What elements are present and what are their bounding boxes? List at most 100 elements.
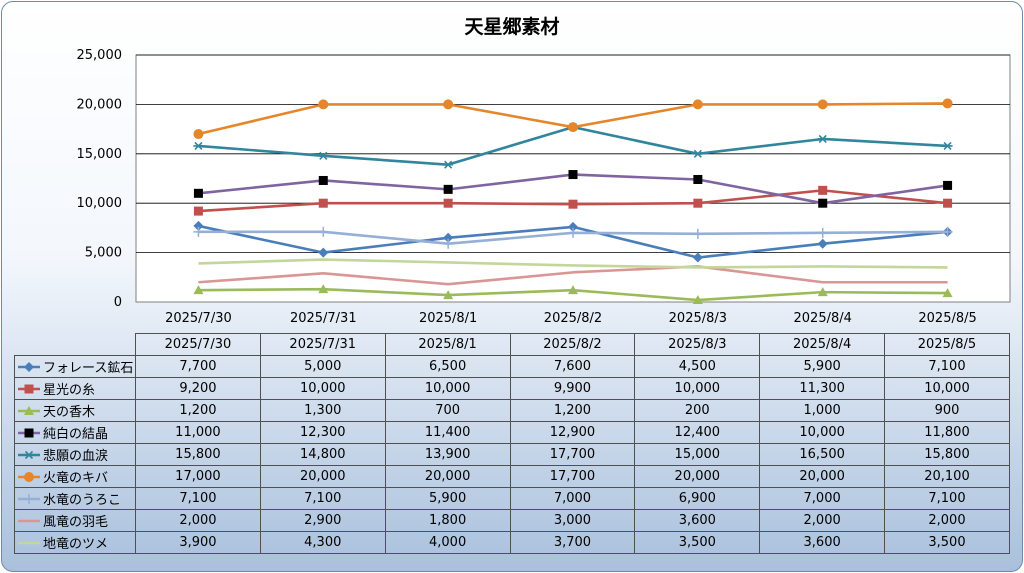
- data-value-cell: 1,200: [509, 399, 636, 422]
- table-column-header: 2025/8/5: [884, 333, 1010, 356]
- data-value-cell: 200: [634, 399, 761, 422]
- x-tick-label: 2025/7/31: [290, 311, 357, 326]
- x-tick-label: 2025/7/30: [165, 311, 232, 326]
- legend-marker: [24, 428, 34, 438]
- data-point-marker: [318, 175, 328, 185]
- legend-key: [18, 428, 40, 438]
- data-value-cell: 7,100: [135, 487, 261, 510]
- legend-marker: [24, 472, 34, 482]
- series-4: [193, 170, 953, 208]
- data-value-cell: 3,500: [884, 531, 1010, 554]
- data-value-cell: 700: [384, 399, 511, 422]
- data-value-cell: 9,200: [135, 377, 261, 400]
- data-point-marker: [568, 221, 578, 232]
- series-name: 水竜のうろこ: [43, 493, 122, 508]
- data-value-cell: 7,600: [509, 355, 636, 378]
- data-value-cell: 7,100: [884, 355, 1010, 378]
- table-column-header: 2025/8/1: [384, 333, 511, 356]
- data-value-cell: 15,000: [634, 443, 761, 466]
- legend-key: [18, 362, 40, 372]
- series-name: フォレース鉱石: [43, 361, 134, 376]
- legend-marker: [24, 384, 34, 394]
- data-value-cell: 15,800: [135, 443, 261, 466]
- table-column-header: 2025/7/30: [135, 333, 261, 356]
- x-tick-label: 2025/8/2: [544, 311, 602, 326]
- series-name-cell: 純白の結晶: [14, 421, 136, 444]
- data-value-cell: 14,800: [259, 443, 386, 466]
- data-point-marker: [193, 206, 203, 216]
- table-column-header: 2025/8/3: [634, 333, 761, 356]
- y-tick-label: 0: [114, 295, 122, 310]
- series-name: 天の香木: [43, 405, 96, 420]
- legend-marker: [24, 450, 34, 460]
- series-name-cell: 星光の糸: [14, 377, 136, 400]
- series-line: [198, 258, 948, 269]
- data-point-marker: [942, 288, 953, 298]
- data-point-marker: [817, 134, 828, 144]
- series-name: 純白の結晶: [43, 427, 109, 442]
- legend-key: [18, 519, 40, 523]
- data-value-cell: 1,000: [759, 399, 886, 422]
- data-value-cell: 11,400: [384, 421, 511, 444]
- data-value-cell: 2,900: [259, 509, 386, 532]
- series-name-cell: 水竜のうろこ: [14, 487, 136, 510]
- table-row: 水竜のうろこ 7,100 7,100 5,900 7,000 6,900 7,000 7,10…: [14, 487, 1010, 510]
- data-value-cell: 900: [884, 399, 1010, 422]
- data-value-cell: 1,800: [384, 509, 511, 532]
- x-tick-label: 2025/8/1: [419, 311, 477, 326]
- y-tick-label: 5,000: [85, 246, 122, 261]
- data-point-marker: [818, 198, 828, 208]
- data-value-cell: 3,000: [509, 509, 636, 532]
- y-tick-label: 10,000: [77, 196, 123, 211]
- data-value-cell: 17,700: [509, 443, 636, 466]
- data-value-cell: 10,000: [634, 377, 761, 400]
- y-tick-label: 25,000: [77, 48, 123, 63]
- x-tick-label: 2025/8/3: [669, 311, 727, 326]
- data-value-cell: 3,600: [759, 531, 886, 554]
- series-9: [198, 258, 948, 269]
- data-point-marker: [443, 238, 454, 249]
- data-point-marker: [942, 226, 953, 237]
- data-value-cell: 12,400: [634, 421, 761, 444]
- x-tick-label: 2025/8/4: [794, 311, 852, 326]
- data-value-cell: 3,700: [509, 531, 636, 554]
- table-column-header: 2025/8/4: [759, 333, 886, 356]
- data-point-marker: [568, 227, 578, 238]
- data-value-cell: 20,000: [759, 465, 886, 488]
- table-row: 天の香木 1,200 1,300 700 1,200 200 1,000 900: [14, 399, 1010, 422]
- data-value-cell: 10,000: [384, 377, 511, 400]
- table-row: 星光の糸 9,200 10,000 10,000 9,900 10,000 11,300 10…: [14, 377, 1010, 400]
- data-value-cell: 4,500: [634, 355, 761, 378]
- data-value-cell: 6,500: [384, 355, 511, 378]
- data-point-marker: [443, 99, 454, 110]
- data-value-cell: 1,300: [259, 399, 386, 422]
- series-7: [193, 226, 953, 249]
- table-corner: [14, 333, 136, 356]
- data-value-cell: 2,000: [759, 509, 886, 532]
- data-value-cell: 5,900: [384, 487, 511, 510]
- data-point-marker: [193, 226, 204, 237]
- data-table-header-row: 2025/7/30 2025/7/31 2025/8/1 2025/8/2 2025/8…: [14, 333, 1010, 356]
- data-point-marker: [193, 141, 204, 150]
- data-point-marker: [692, 149, 703, 158]
- data-point-marker: [817, 227, 828, 238]
- data-point-marker: [942, 141, 953, 150]
- table-row: 地竜のツメ 3,900 4,300 4,000 3,700 3,500 3,600 3,500: [14, 531, 1010, 554]
- data-point-marker: [693, 174, 703, 184]
- data-table: 2025/7/30 2025/7/31 2025/8/1 2025/8/2 2025/8…: [14, 333, 1010, 554]
- data-point-marker: [318, 198, 328, 208]
- data-value-cell: 7,100: [884, 487, 1010, 510]
- legend-key: [18, 472, 40, 482]
- data-value-cell: 3,900: [135, 531, 261, 554]
- series-name: 星光の糸: [43, 383, 96, 398]
- data-value-cell: 11,800: [884, 421, 1010, 444]
- data-value-cell: 12,900: [509, 421, 636, 444]
- series-name-cell: 火竜のキバ: [14, 465, 136, 488]
- data-point-marker: [193, 188, 203, 198]
- table-row: 風竜の羽毛 2,000 2,900 1,800 3,000 3,600 2,000 2,000: [14, 509, 1010, 532]
- data-point-marker: [193, 129, 204, 140]
- table-column-header: 2025/8/2: [509, 333, 636, 356]
- data-value-cell: 11,000: [135, 421, 261, 444]
- data-point-marker: [318, 226, 329, 237]
